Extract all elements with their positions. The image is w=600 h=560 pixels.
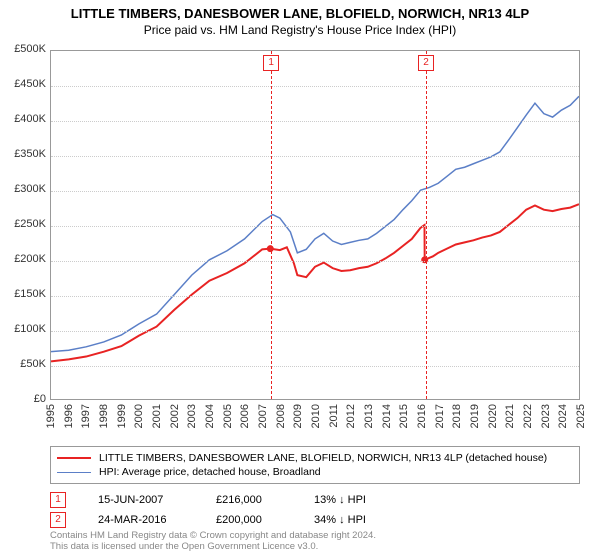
legend-item: LITTLE TIMBERS, DANESBOWER LANE, BLOFIEL… xyxy=(57,451,573,465)
x-tick-label: 2009 xyxy=(292,404,304,428)
sale-marker-badge: 1 xyxy=(263,55,279,71)
sale-badge: 2 xyxy=(50,512,66,528)
gridline xyxy=(51,121,579,122)
x-tick-label: 2022 xyxy=(522,404,534,428)
y-tick-label: £100K xyxy=(2,323,46,335)
gridline xyxy=(51,296,579,297)
legend-box: LITTLE TIMBERS, DANESBOWER LANE, BLOFIEL… xyxy=(50,446,580,484)
sale-marker-line xyxy=(271,51,272,399)
x-tick-label: 1999 xyxy=(116,404,128,428)
legend-label: HPI: Average price, detached house, Broa… xyxy=(99,466,321,478)
footnote-line: Contains HM Land Registry data © Crown c… xyxy=(50,530,580,541)
sale-price: £216,000 xyxy=(216,494,286,506)
x-tick-label: 2006 xyxy=(239,404,251,428)
sale-date: 24-MAR-2016 xyxy=(98,514,188,526)
x-tick-label: 2004 xyxy=(204,404,216,428)
gridline xyxy=(51,366,579,367)
x-tick-label: 2017 xyxy=(434,404,446,428)
y-tick-label: £500K xyxy=(2,43,46,55)
footnote: Contains HM Land Registry data © Crown c… xyxy=(50,530,580,552)
x-tick-label: 2000 xyxy=(133,404,145,428)
y-tick-label: £50K xyxy=(2,358,46,370)
gridline xyxy=(51,191,579,192)
x-tick-label: 2010 xyxy=(310,404,322,428)
gridline xyxy=(51,86,579,87)
x-tick-label: 2021 xyxy=(504,404,516,428)
x-tick-label: 2025 xyxy=(575,404,587,428)
x-tick-label: 2013 xyxy=(363,404,375,428)
x-tick-label: 2014 xyxy=(381,404,393,428)
legend-label: LITTLE TIMBERS, DANESBOWER LANE, BLOFIEL… xyxy=(99,452,547,464)
x-tick-label: 1995 xyxy=(45,404,57,428)
y-tick-label: £450K xyxy=(2,78,46,90)
sale-marker-line xyxy=(426,51,427,399)
y-tick-label: £400K xyxy=(2,113,46,125)
x-tick-label: 1996 xyxy=(63,404,75,428)
sale-marker-badge: 2 xyxy=(418,55,434,71)
x-tick-label: 2008 xyxy=(275,404,287,428)
chart-plot-area: 12 xyxy=(50,50,580,400)
x-tick-label: 2024 xyxy=(557,404,569,428)
x-tick-label: 1998 xyxy=(98,404,110,428)
chart-series-svg xyxy=(51,51,579,399)
legend-swatch xyxy=(57,457,91,459)
legend-swatch xyxy=(57,472,91,473)
x-tick-label: 2020 xyxy=(487,404,499,428)
x-tick-label: 2001 xyxy=(151,404,163,428)
y-tick-label: £150K xyxy=(2,288,46,300)
chart-subtitle: Price paid vs. HM Land Registry's House … xyxy=(0,21,600,37)
x-tick-label: 2002 xyxy=(169,404,181,428)
legend-item: HPI: Average price, detached house, Broa… xyxy=(57,465,573,479)
x-tick-label: 2003 xyxy=(186,404,198,428)
y-tick-label: £200K xyxy=(2,253,46,265)
y-tick-label: £250K xyxy=(2,218,46,230)
series-line-property xyxy=(51,204,579,361)
sale-price: £200,000 xyxy=(216,514,286,526)
gridline xyxy=(51,226,579,227)
chart-title: LITTLE TIMBERS, DANESBOWER LANE, BLOFIEL… xyxy=(0,0,600,21)
y-tick-label: £300K xyxy=(2,183,46,195)
sale-date: 15-JUN-2007 xyxy=(98,494,188,506)
x-tick-label: 2019 xyxy=(469,404,481,428)
sale-row: 1 15-JUN-2007 £216,000 13% ↓ HPI xyxy=(50,490,580,510)
y-tick-label: £350K xyxy=(2,148,46,160)
sale-delta: 13% ↓ HPI xyxy=(314,494,366,506)
sales-table: 1 15-JUN-2007 £216,000 13% ↓ HPI 2 24-MA… xyxy=(50,490,580,530)
x-tick-label: 2023 xyxy=(540,404,552,428)
x-tick-label: 2016 xyxy=(416,404,428,428)
sale-marker-dot xyxy=(421,256,428,263)
sale-badge: 1 xyxy=(50,492,66,508)
footnote-line: This data is licensed under the Open Gov… xyxy=(50,541,580,552)
x-tick-label: 2018 xyxy=(451,404,463,428)
x-tick-label: 2011 xyxy=(328,404,340,428)
series-line-hpi xyxy=(51,96,579,351)
gridline xyxy=(51,156,579,157)
x-tick-label: 2015 xyxy=(398,404,410,428)
x-tick-label: 2005 xyxy=(222,404,234,428)
sale-delta: 34% ↓ HPI xyxy=(314,514,366,526)
x-tick-label: 2012 xyxy=(345,404,357,428)
gridline xyxy=(51,331,579,332)
x-tick-label: 1997 xyxy=(80,404,92,428)
gridline xyxy=(51,261,579,262)
y-tick-label: £0 xyxy=(2,393,46,405)
x-tick-label: 2007 xyxy=(257,404,269,428)
sale-row: 2 24-MAR-2016 £200,000 34% ↓ HPI xyxy=(50,510,580,530)
